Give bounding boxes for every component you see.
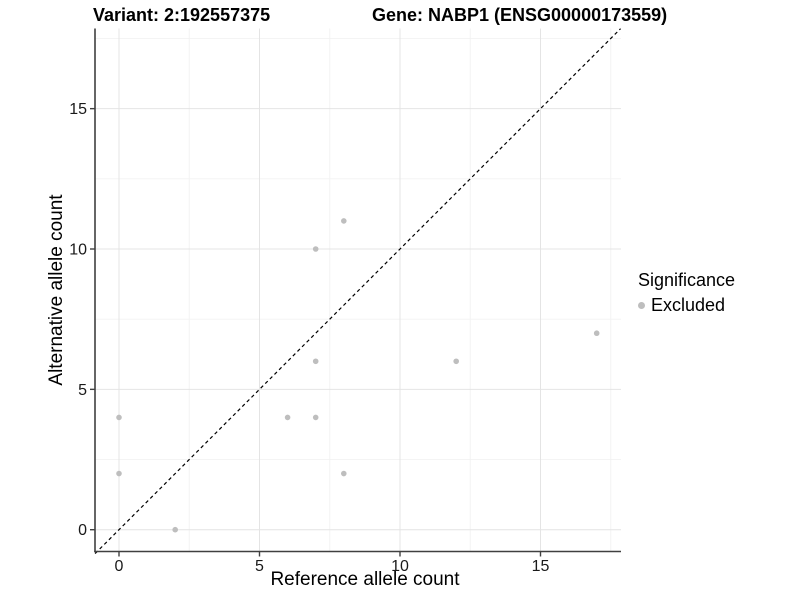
y-axis-title: Alternative allele count: [46, 194, 67, 386]
legend-item-label: Excluded: [651, 295, 726, 315]
data-point-excluded: [341, 470, 347, 477]
data-point-excluded: [116, 470, 122, 477]
identity-dashed-line: [94, 28, 622, 554]
data-point-excluded: [312, 358, 319, 365]
data-point-excluded: [453, 358, 460, 365]
y-tick-label: 10: [69, 242, 87, 259]
plot-title-variant: Variant: 2:192557375: [93, 5, 271, 25]
x-tick-label: 15: [532, 558, 550, 575]
data-point-excluded: [312, 414, 319, 421]
legend: Significance Excluded: [638, 270, 735, 316]
legend-point-icon: [638, 302, 645, 309]
x-tick-label: 10: [391, 558, 409, 575]
data-point-excluded: [341, 218, 347, 224]
x-tick-label: 0: [115, 558, 124, 575]
y-tick-label: 5: [78, 382, 87, 399]
data-point-excluded: [172, 526, 178, 533]
plot-title-gene: Gene: NABP1 (ENSG00000173559): [372, 5, 668, 25]
legend-title: Significance: [638, 270, 736, 290]
x-tick-label: 5: [255, 558, 264, 575]
data-point-excluded: [593, 330, 600, 337]
data-point-excluded: [284, 414, 291, 421]
y-tick-label: 0: [78, 522, 87, 539]
x-axis-title: Reference allele count: [270, 569, 460, 590]
data-point-excluded: [312, 246, 319, 252]
y-tick-label: 15: [69, 101, 87, 118]
data-point-excluded: [116, 414, 122, 421]
legend-item-excluded: Excluded: [638, 295, 735, 316]
